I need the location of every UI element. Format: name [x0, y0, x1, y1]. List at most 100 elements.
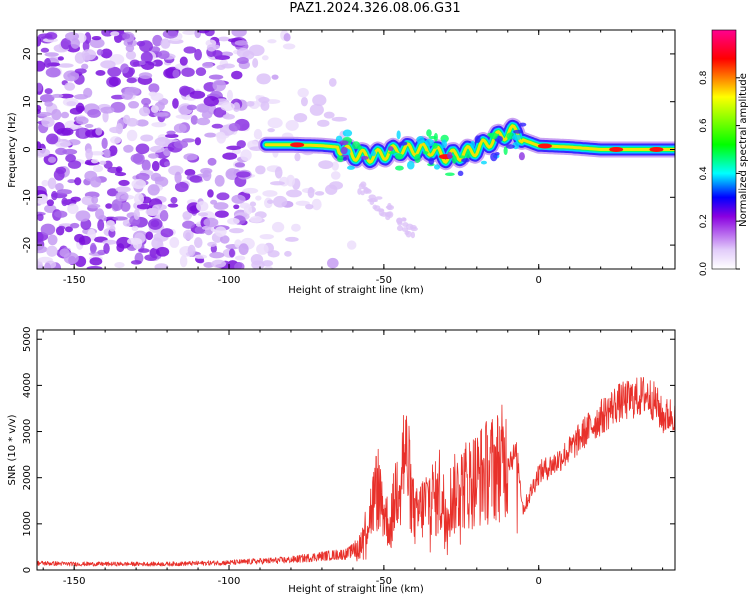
noise-blob [100, 106, 115, 114]
noise-blob [110, 136, 122, 144]
noise-blob [62, 148, 78, 155]
noise-blob [172, 69, 180, 79]
noise-blob [60, 111, 70, 119]
noise-blob [410, 231, 416, 239]
colorbar-tick-label: 0.2 [699, 214, 709, 228]
noise-blob [228, 248, 236, 258]
spectrogram-y-ticks: -20 -10 0 10 20 [22, 48, 675, 253]
noise-blob [64, 82, 76, 91]
noise-blob [44, 57, 51, 68]
ridge-blob [470, 140, 476, 149]
ridge-blob [474, 135, 481, 144]
noise-blob [108, 76, 121, 87]
noise-blob [46, 245, 58, 257]
noise-blob [266, 199, 274, 204]
noise-blob [130, 153, 144, 164]
colorbar-tick-label: 0.0 [699, 262, 709, 277]
noise-blob [46, 199, 54, 207]
page-title: PAZ1.2024.326.08.06.G31 [289, 1, 461, 16]
noise-blob [137, 248, 150, 253]
y-tick-label: 4000 [22, 373, 33, 398]
noise-blob [234, 262, 245, 269]
noise-blob [170, 196, 178, 204]
noise-blob [67, 179, 76, 184]
noise-blob [51, 108, 62, 121]
noise-blob [152, 204, 160, 212]
noise-blob [249, 215, 263, 223]
ridge-blob [503, 146, 508, 155]
noise-blob [65, 154, 77, 163]
noise-blob [182, 229, 194, 241]
noise-blob [47, 234, 58, 246]
ridge-blob [424, 138, 435, 147]
ridge-blob [360, 155, 369, 160]
ridge-blob [340, 146, 348, 155]
noise-blob [264, 265, 273, 269]
ridge-blob [433, 164, 441, 170]
noise-blob [136, 119, 149, 127]
x-tick-label: -50 [376, 576, 392, 587]
noise-blob [73, 94, 89, 100]
noise-blob [216, 192, 230, 201]
noise-blob [189, 175, 203, 183]
x-tick-label: 0 [536, 275, 542, 286]
noise-blob [250, 254, 264, 266]
noise-blob [136, 40, 146, 47]
noise-blob [148, 91, 157, 97]
noise-blob [156, 246, 170, 257]
ridge-blob [422, 151, 429, 155]
noise-blob [203, 217, 219, 228]
noise-blob [92, 164, 104, 173]
noise-blob [293, 112, 308, 123]
noise-blob [357, 188, 362, 195]
noise-blob [166, 130, 176, 135]
noise-blob [89, 257, 103, 266]
colorbar-tick-label: 0.8 [699, 70, 709, 85]
noise-blob [318, 160, 334, 169]
noise-blob [99, 160, 107, 165]
noise-blob [47, 177, 57, 190]
noise-blob [65, 32, 80, 41]
noise-blob [141, 159, 151, 172]
noise-blob [182, 220, 195, 229]
noise-blob [196, 117, 211, 126]
noise-blob [150, 105, 159, 113]
y-tick-label: 20 [22, 48, 33, 61]
noise-blob [151, 122, 167, 128]
noise-blob [84, 123, 94, 128]
noise-blob [194, 137, 202, 146]
noise-blob [37, 231, 44, 243]
noise-blob [139, 106, 151, 117]
noise-blob [40, 223, 56, 236]
noise-blob [124, 86, 140, 96]
noise-blob [37, 60, 46, 72]
ridge-blob [357, 145, 362, 150]
noise-blob [140, 51, 153, 64]
noise-blob [128, 101, 140, 109]
noise-blob [62, 97, 79, 107]
noise-blob [323, 111, 335, 119]
noise-blob [43, 262, 52, 269]
noise-blob [81, 195, 95, 206]
noise-blob [187, 244, 196, 257]
noise-blob [305, 204, 314, 210]
ridge-blob [426, 129, 432, 137]
colorbar: 0.0 0.2 0.4 0.6 0.8 Normalized spectral ampl… [699, 29, 749, 277]
x-tick-label: 0 [536, 576, 542, 587]
noise-blob [44, 101, 53, 107]
noise-blob [160, 38, 171, 49]
noise-blob [300, 96, 308, 107]
noise-blob [233, 204, 240, 210]
noise-blob [221, 63, 235, 69]
noise-blob [39, 94, 55, 103]
noise-blob [162, 30, 178, 39]
noise-blob [236, 140, 246, 149]
noise-blob [386, 204, 395, 211]
noise-blob [75, 210, 91, 222]
noise-blob [125, 50, 137, 60]
noise-blob [95, 70, 106, 76]
noise-blob [238, 243, 249, 256]
noise-blob [78, 127, 86, 139]
noise-blob [51, 93, 64, 98]
noise-blob [297, 87, 309, 98]
